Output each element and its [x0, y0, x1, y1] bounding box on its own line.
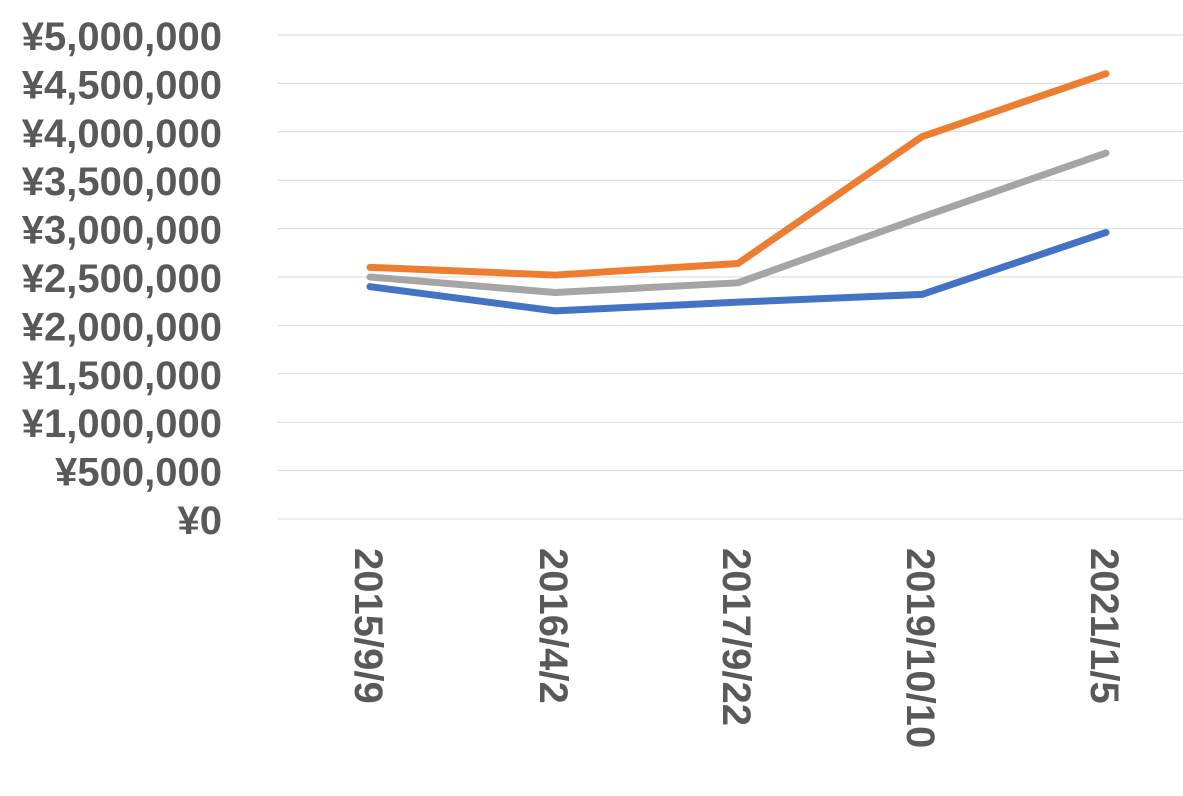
series-line-2 [366, 70, 1110, 279]
y-tick-label: ¥4,000,000 [22, 112, 222, 156]
x-tick-label: 2017/9/22 [714, 548, 758, 726]
y-tick-label: ¥3,000,000 [22, 209, 222, 253]
x-tick-label: 2015/9/9 [346, 548, 390, 704]
y-tick-label: ¥5,000,000 [22, 15, 222, 59]
y-tick-label: ¥0 [178, 499, 223, 543]
y-tick-label: ¥1,500,000 [22, 354, 222, 398]
x-tick-label: 2016/4/2 [531, 548, 575, 704]
y-tick-label: ¥500,000 [55, 451, 222, 495]
y-tick-label: ¥1,000,000 [22, 402, 222, 446]
y-tick-label: ¥4,500,000 [22, 63, 222, 107]
y-tick-label: ¥2,000,000 [22, 305, 222, 349]
y-axis-tick-labels: ¥0¥500,000 ¥1,000,000¥1,500,000 ¥2,000,000… [22, 15, 222, 543]
x-tick-label: 2019/10/10 [898, 548, 942, 748]
series-line-3 [366, 149, 1110, 296]
y-tick-label: ¥3,500,000 [22, 160, 222, 204]
series-lines [366, 70, 1110, 315]
x-axis-tick-labels: 2015/9/9 2016/4/2 2017/9/22 2019/10/10 2021/… [346, 548, 1126, 748]
series-line-1 [366, 228, 1110, 315]
gridlines [278, 34, 1183, 520]
y-tick-label: ¥2,500,000 [22, 257, 222, 301]
x-tick-label: 2021/1/5 [1082, 548, 1126, 704]
